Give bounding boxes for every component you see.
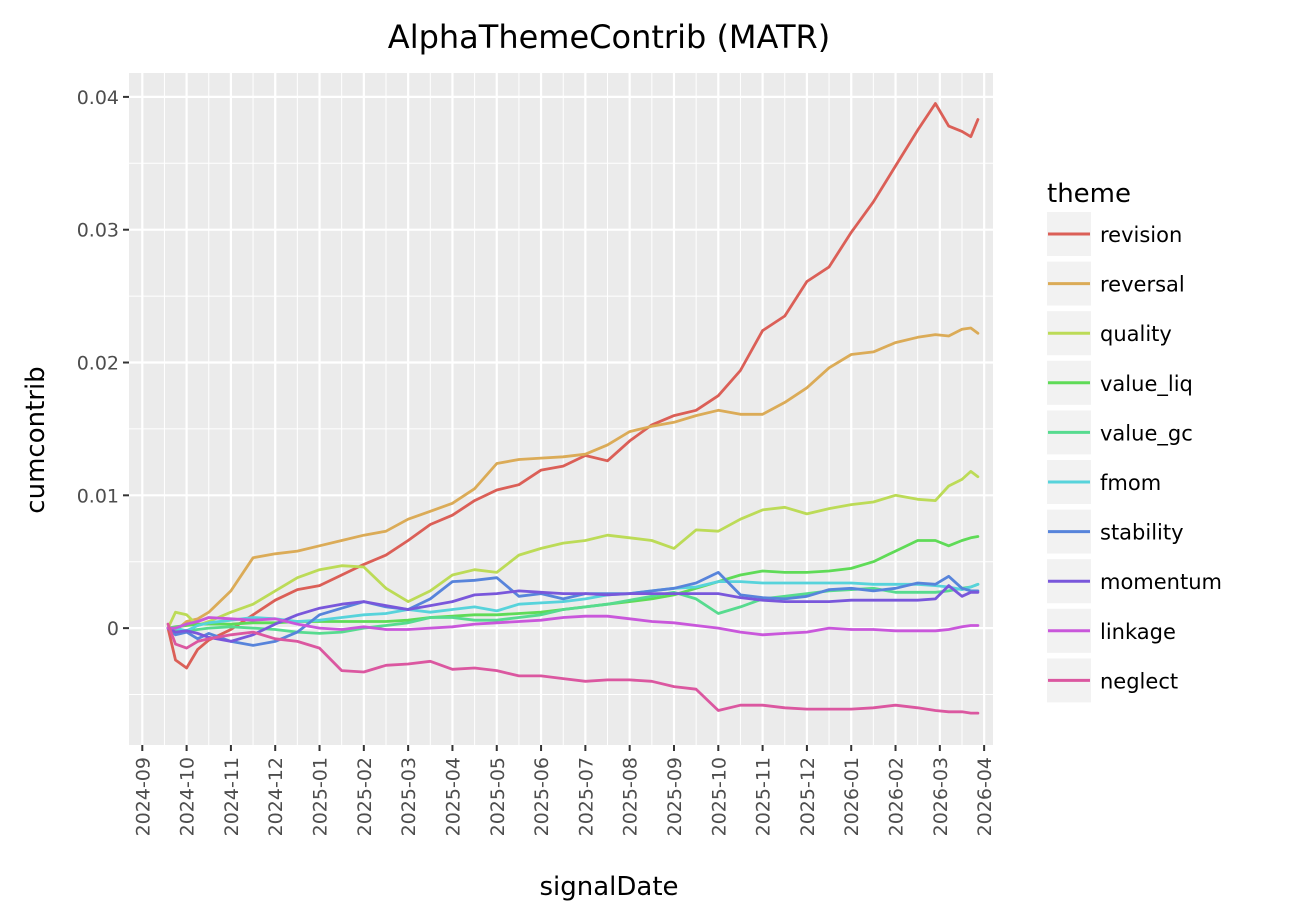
legend-label: momentum [1100,570,1222,594]
x-tick-label: 2025-08 [620,757,642,836]
x-tick-label: 2025-09 [664,757,686,836]
legend-label: value_gc [1100,421,1193,446]
series-line-reversal [166,326,980,633]
legend-item-linkage: linkage [1047,608,1176,653]
series-line-stability [166,571,980,647]
y-axis-title: cumcontrib [21,366,51,513]
y-axis: 0 0.01 0.02 0.03 0.04 [77,87,129,640]
x-axis-title: signalDate [539,872,678,902]
y-tick-label: 0.01 [77,485,119,507]
y-tick-label: 0.04 [77,87,119,109]
legend-label: neglect [1100,669,1178,693]
legend-label: revision [1100,223,1182,247]
series-line-quality [166,469,980,630]
x-tick-label: 2025-06 [531,757,553,836]
legend-title: theme [1047,179,1131,209]
x-tick-label: 2025-10 [708,757,730,836]
legend-item-neglect: neglect [1047,658,1178,703]
legend-label: quality [1100,322,1172,346]
x-tick-label: 2024-12 [265,757,287,836]
x-tick-label: 2026-03 [930,757,952,836]
x-tick-label: 2025-05 [487,757,509,836]
x-tick-label: 2025-01 [310,757,332,836]
x-tick-label: 2025-02 [354,757,376,836]
legend-item-quality: quality [1047,311,1172,356]
legend-label: value_liq [1100,372,1193,397]
legend-item-value_gc: value_gc [1047,410,1193,455]
legend-label: linkage [1100,620,1176,644]
legend-label: reversal [1100,273,1185,297]
series-line-value_gc [166,582,980,635]
legend-label: fmom [1100,471,1161,495]
legend-item-fmom: fmom [1047,460,1161,504]
y-tick-label: 0.03 [77,220,119,242]
legend-item-revision: revision [1047,212,1182,256]
x-tick-label: 2025-03 [398,757,420,836]
x-tick-label: 2026-01 [841,757,863,836]
series-lines [166,102,980,715]
series-line-momentum [166,584,980,643]
series-line-linkage [166,614,980,637]
legend-item-reversal: reversal [1047,261,1185,306]
x-tick-label: 2024-09 [132,757,154,836]
x-tick-label: 2026-02 [886,757,908,836]
legend-label: stability [1100,521,1184,545]
x-tick-label: 2025-11 [753,757,775,836]
legend-item-value_liq: value_liq [1047,360,1193,405]
x-tick-label: 2024-11 [221,757,243,836]
x-tick-label: 2025-12 [797,757,819,836]
y-tick-label: 0 [107,618,119,640]
series-line-revision [166,102,980,670]
chart-title: AlphaThemeContrib (MATR) [388,18,830,56]
y-tick-label: 0.02 [77,353,119,375]
plot-panel [129,73,993,745]
x-tick-label: 2024-10 [177,757,199,836]
legend-item-momentum: momentum [1047,559,1222,604]
x-axis: 2024-09 2024-10 2024-11 2024-12 2025-01 2025-… [132,745,996,836]
x-tick-label: 2026-04 [974,757,996,836]
series-line-neglect [166,622,980,715]
x-tick-label: 2025-04 [442,757,464,836]
legend-item-stability: stability [1047,509,1184,554]
x-tick-label: 2025-07 [575,757,597,836]
legend: theme revision reversal quality value_liqva… [1047,179,1222,703]
